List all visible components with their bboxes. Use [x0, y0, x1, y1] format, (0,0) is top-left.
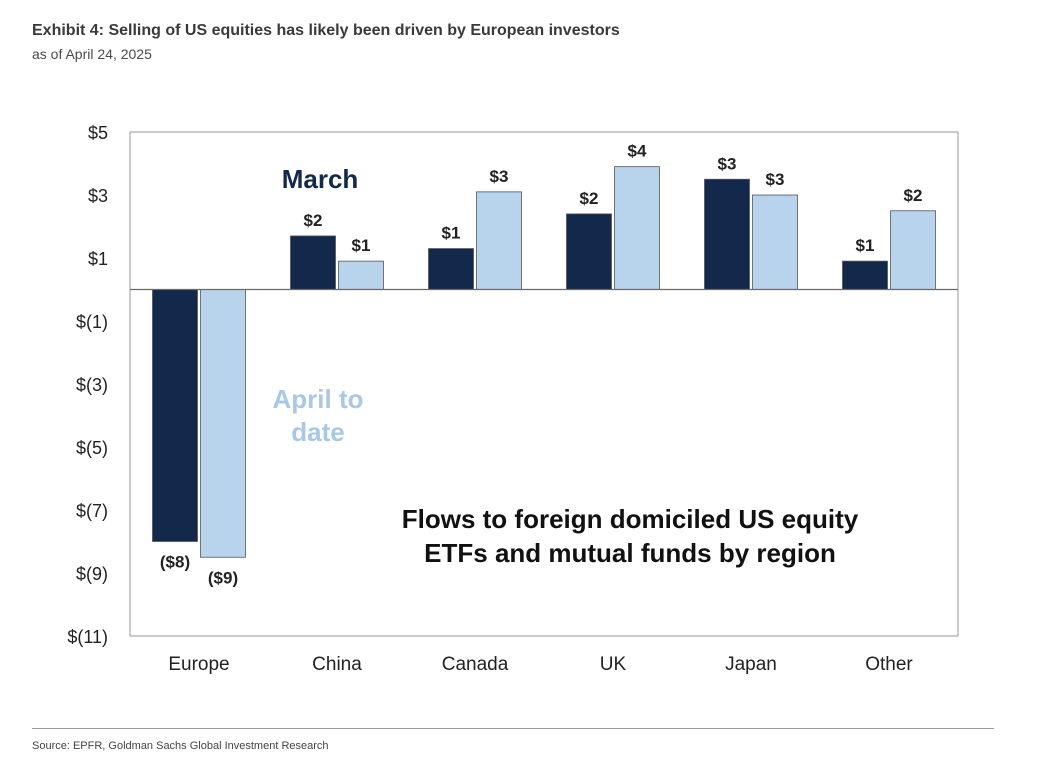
- source-note: Source: EPFR, Goldman Sachs Global Inves…: [32, 740, 329, 752]
- data-label: $1: [856, 236, 875, 255]
- bar-chart: $5 $3 $1 $(1) $(3) $(5) $(7) $(9) $(11) ($8) ($9) E…: [67, 123, 959, 675]
- y-tick-label: $3: [88, 186, 108, 206]
- bar: [752, 194, 798, 290]
- data-label: $1: [352, 236, 371, 255]
- source-divider: [32, 728, 994, 729]
- data-label: ($9): [208, 568, 238, 587]
- y-tick-label: $(9): [76, 564, 108, 584]
- bar: [200, 289, 246, 558]
- x-tick-label: Japan: [725, 654, 777, 675]
- chart-date-subtitle: as of April 24, 2025: [32, 46, 152, 62]
- data-label: $4: [628, 142, 647, 161]
- bar: [338, 260, 384, 290]
- bar: [704, 178, 750, 290]
- plot-frame: [129, 131, 959, 637]
- x-tick-label: Canada: [442, 654, 509, 675]
- x-tick-label: Europe: [168, 654, 229, 675]
- chart-title: Flows to foreign domiciled US equity: [402, 504, 859, 534]
- x-tick-label: Other: [865, 654, 913, 675]
- legend-label-april: April to: [273, 384, 364, 414]
- legend-label-march: March: [282, 164, 359, 194]
- bar: [290, 235, 336, 290]
- x-tick-label: UK: [600, 654, 627, 675]
- bar: [614, 166, 660, 290]
- y-tick-label: $5: [88, 123, 108, 143]
- x-tick-label: China: [312, 654, 362, 675]
- y-tick-label: $(5): [76, 438, 108, 458]
- data-label: $3: [490, 167, 509, 186]
- bar: [890, 210, 936, 290]
- y-tick-label: $(7): [76, 501, 108, 521]
- y-tick-label: $(1): [76, 312, 108, 332]
- y-tick-label: $(3): [76, 375, 108, 395]
- y-tick-label: $1: [88, 249, 108, 269]
- bar: [476, 191, 522, 290]
- legend-label-april: date: [291, 417, 344, 447]
- bar: [152, 289, 198, 542]
- bar: [428, 248, 474, 290]
- bar: [842, 260, 888, 290]
- data-label: $3: [766, 170, 785, 189]
- data-label: $2: [904, 186, 923, 205]
- chart-exhibit-title: Exhibit 4: Selling of US equities has li…: [32, 22, 620, 39]
- data-label: ($8): [160, 553, 190, 572]
- data-label: $2: [580, 189, 599, 208]
- y-tick-label: $(11): [67, 627, 108, 647]
- data-label: $2: [304, 211, 323, 230]
- chart-title: ETFs and mutual funds by region: [424, 538, 836, 568]
- data-label: $3: [718, 154, 737, 173]
- data-label: $1: [442, 224, 461, 243]
- bar: [566, 213, 612, 290]
